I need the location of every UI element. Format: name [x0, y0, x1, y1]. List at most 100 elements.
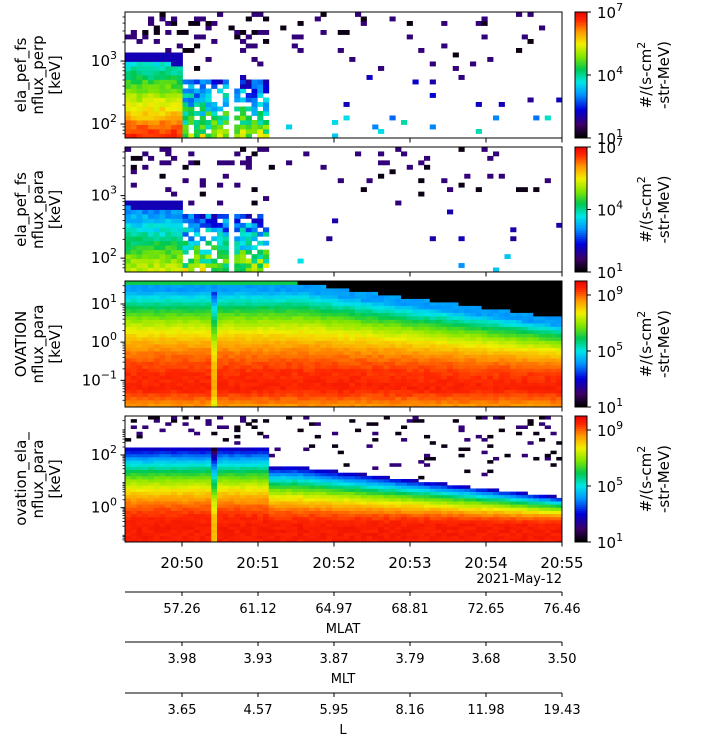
heatmap-cell	[205, 302, 212, 306]
heatmap-cell	[406, 164, 413, 170]
heatmap-cell	[332, 319, 339, 324]
heatmap-cell	[217, 485, 224, 489]
heatmap-cell	[194, 382, 201, 387]
heatmap-cell	[194, 475, 201, 480]
heatmap-cell	[556, 393, 563, 397]
heatmap-cell	[268, 375, 275, 380]
heatmap-cell	[245, 501, 252, 505]
heatmap-cell	[481, 372, 488, 376]
heatmap-cell	[136, 133, 143, 139]
heatmap-cell	[240, 479, 247, 483]
heatmap-cell	[309, 281, 316, 285]
heatmap-cell	[539, 354, 546, 359]
heatmap-cell	[458, 302, 465, 306]
heatmap-cell	[309, 298, 316, 303]
heatmap-cell	[205, 365, 212, 369]
heatmap-cell	[314, 365, 321, 369]
heatmap-cell	[142, 469, 149, 474]
heatmap-cell	[234, 441, 241, 445]
heatmap-cell	[418, 337, 425, 341]
heatmap-cell	[136, 535, 143, 540]
heatmap-cell	[332, 284, 339, 289]
heatmap-cell	[355, 323, 362, 327]
heatmap-cell	[153, 133, 160, 139]
heatmap-cell	[395, 337, 402, 341]
heatmap-cell	[481, 358, 488, 362]
heatmap-cell	[257, 386, 264, 390]
heatmap-cell	[194, 133, 201, 139]
heatmap-cell	[205, 330, 212, 334]
heatmap-cell	[343, 379, 350, 383]
heatmap-cell	[194, 513, 201, 518]
heatmap-cell	[182, 491, 189, 496]
heatmap-cell	[475, 375, 482, 380]
heatmap-cell	[366, 75, 373, 80]
heatmap-cell	[240, 295, 247, 299]
heatmap-cell	[251, 479, 258, 483]
heatmap-cell	[251, 382, 258, 387]
heatmap-cell	[412, 351, 419, 355]
heatmap-cell	[412, 312, 419, 317]
heatmap-cell	[475, 284, 482, 289]
heatmap-cell	[176, 102, 183, 107]
heatmap-cell	[176, 312, 183, 317]
heatmap-cell	[268, 372, 275, 376]
heatmap-cell	[153, 205, 160, 210]
heatmap-cell	[268, 347, 275, 352]
heatmap-cell	[527, 298, 534, 303]
heatmap-cell	[355, 344, 362, 348]
heatmap-cell	[199, 323, 206, 327]
heatmap-cell	[125, 523, 132, 527]
heatmap-cell	[493, 382, 500, 387]
heatmap-cell	[263, 538, 270, 543]
heatmap-cell	[493, 389, 500, 394]
heatmap-cell	[401, 347, 408, 352]
heatmap-cell	[326, 472, 333, 477]
heatmap-cell	[309, 529, 316, 533]
heatmap-cell	[441, 347, 448, 352]
heatmap-cell	[130, 61, 137, 67]
heatmap-cell	[142, 284, 149, 289]
heatmap-cell	[401, 151, 408, 157]
heatmap-cell	[332, 133, 339, 139]
heatmap-cell	[487, 368, 494, 373]
heatmap-cell	[366, 326, 373, 331]
heatmap-cell	[194, 288, 201, 292]
heatmap-cell	[251, 298, 258, 303]
heatmap-cell	[274, 382, 281, 387]
heatmap-cell	[435, 340, 442, 345]
heatmap-cell	[527, 344, 534, 348]
heatmap-cell	[337, 382, 344, 387]
heatmap-cell	[355, 372, 362, 376]
heatmap-cell	[211, 326, 218, 331]
heatmap-cell	[435, 354, 442, 359]
heatmap-cell	[125, 365, 132, 369]
heatmap-cell	[240, 263, 247, 268]
heatmap-cell	[337, 333, 344, 338]
heatmap-cell	[240, 160, 247, 166]
colorbar-segment	[575, 375, 587, 379]
heatmap-cell	[130, 532, 137, 537]
heatmap-cell	[263, 88, 270, 94]
heatmap-cell	[280, 337, 287, 341]
heatmap-cell	[159, 532, 166, 537]
heatmap-cell	[504, 344, 511, 348]
heatmap-cell	[378, 400, 385, 404]
heatmap-cell	[159, 258, 166, 264]
heatmap-cell	[148, 460, 155, 464]
heatmap-cell	[245, 267, 252, 273]
heatmap-cell	[481, 368, 488, 373]
colorbar-segment	[575, 89, 587, 93]
heatmap-cell	[389, 316, 396, 320]
heatmap-cell	[211, 267, 218, 273]
heatmap-cell	[314, 501, 321, 505]
heatmap-cell	[360, 21, 367, 26]
heatmap-cell	[165, 284, 172, 289]
heatmap-cell	[263, 84, 270, 89]
heatmap-cell	[130, 102, 137, 107]
heatmap-cell	[401, 120, 408, 125]
heatmap-cell	[245, 526, 252, 530]
heatmap-cell	[125, 488, 132, 492]
heatmap-cell	[510, 330, 517, 334]
heatmap-cells	[125, 147, 563, 273]
